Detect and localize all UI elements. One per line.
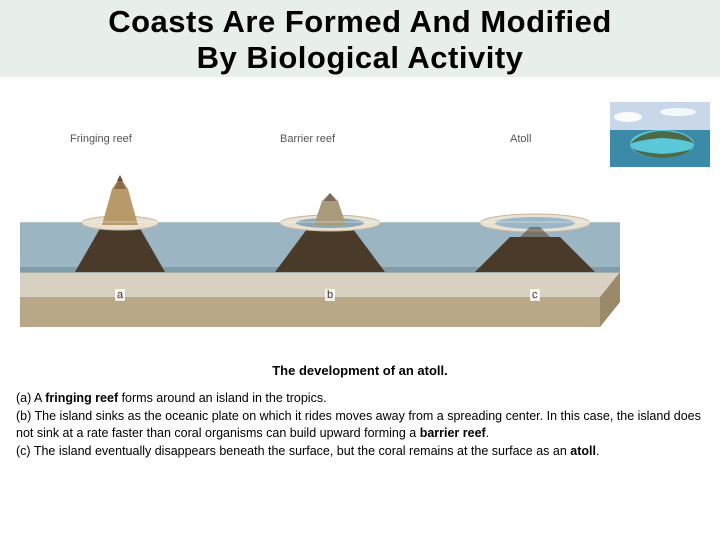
title-line-2: By Biological Activity [197,40,524,75]
desc-line-a: (a) A fringing reef forms around an isla… [16,390,704,407]
title-band: Coasts Are Formed And Modified By Biolog… [0,0,720,77]
stage-letter-c: c [530,289,540,301]
stage-a [75,175,165,272]
desc-c-pre: (c) The island eventually disappears ben… [16,444,570,458]
atoll-photo [610,102,710,167]
desc-c-post: . [596,444,599,458]
desc-b-pre: (b) The island sinks as the oceanic plat… [16,409,701,440]
desc-line-c: (c) The island eventually disappears ben… [16,443,704,460]
diagram-area: Fringing reef Barrier reef Atoll [0,97,720,357]
photo-cloud1 [614,112,642,122]
title-line-1: Coasts Are Formed And Modified [108,4,612,39]
desc-c-bold: atoll [570,444,596,458]
stage-letter-a: a [115,289,125,301]
island-peak-b [324,193,336,201]
desc-a-bold: fringing reef [45,391,118,405]
photo-cloud2 [660,108,696,116]
seabed-front [20,297,600,327]
crater-a [117,175,123,181]
desc-a-pre: (a) A [16,391,45,405]
page-title: Coasts Are Formed And Modified By Biolog… [0,4,720,75]
desc-b-post: . [486,426,489,440]
diagram-caption: The development of an atoll. [0,363,720,378]
description-block: (a) A fringing reef forms around an isla… [0,378,720,460]
desc-b-bold: barrier reef [420,426,486,440]
desc-a-post: forms around an island in the tropics. [118,391,326,405]
desc-line-b: (b) The island sinks as the oceanic plat… [16,408,704,442]
stage-letter-b: b [325,289,335,301]
